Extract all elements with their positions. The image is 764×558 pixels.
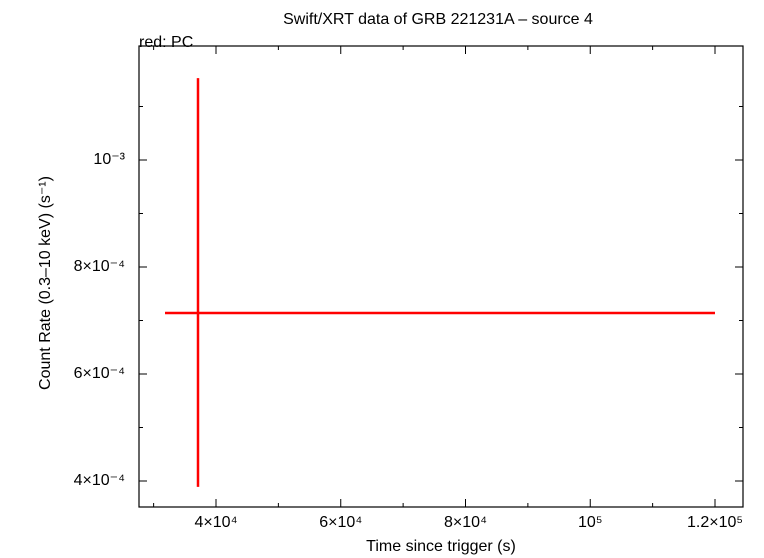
y-tick-label: 6×10⁻⁴ bbox=[74, 365, 125, 382]
plot-frame bbox=[138, 45, 744, 508]
x-tick-label: 4×10⁴ bbox=[195, 514, 238, 531]
x-tick-label: 6×10⁴ bbox=[319, 514, 362, 531]
y-axis-label: Count Rate (0.3–10 keV) (s⁻¹) bbox=[37, 176, 54, 390]
x-axis-label: Time since trigger (s) bbox=[366, 538, 516, 555]
y-tick-label: 10⁻³ bbox=[93, 151, 125, 168]
y-tick-label: 8×10⁻⁴ bbox=[74, 258, 125, 275]
x-tick-label: 8×10⁴ bbox=[444, 514, 487, 531]
x-tick-label: 10⁵ bbox=[578, 514, 602, 531]
x-tick-label: 1.2×10⁵ bbox=[687, 514, 743, 531]
chart-subtitle: red: PC bbox=[139, 34, 193, 51]
chart-title: Swift/XRT data of GRB 221231A – source 4 bbox=[283, 11, 593, 28]
y-tick-label: 4×10⁻⁴ bbox=[74, 472, 125, 489]
